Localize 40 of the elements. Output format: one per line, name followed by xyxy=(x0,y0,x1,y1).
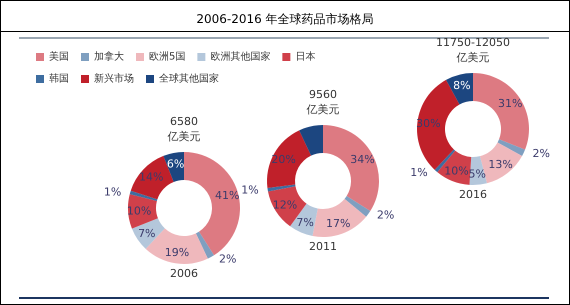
legend-label: 欧洲其他国家 xyxy=(210,50,270,62)
text: 11750-12050 xyxy=(436,36,510,49)
data-label: 1% xyxy=(104,185,122,198)
legend-label: 韩国 xyxy=(49,72,69,84)
data-label: 10% xyxy=(444,164,469,178)
chart-title: 2006-2016 年全球药品市场格局 xyxy=(196,12,374,26)
data-label: 7% xyxy=(296,216,314,229)
data-label: 1% xyxy=(410,166,428,180)
text: 亿美元 xyxy=(456,51,490,64)
data-label: 14% xyxy=(138,170,164,184)
data-label: 7% xyxy=(138,226,156,240)
data-label: 2% xyxy=(532,147,550,160)
data-label: 6% xyxy=(166,157,184,170)
legend-label: 日本 xyxy=(295,50,316,62)
data-label: 34% xyxy=(350,152,375,166)
data-label: 30% xyxy=(416,116,441,130)
legend-label: 加拿大 xyxy=(94,50,124,62)
data-label: 2% xyxy=(376,208,394,222)
text: 亿美元 xyxy=(306,103,340,116)
data-label: 31% xyxy=(498,97,522,110)
data-label: 41% xyxy=(214,188,240,202)
slice-label: 2016 xyxy=(459,188,487,201)
data-label: 2% xyxy=(218,252,236,266)
data-label: 8% xyxy=(453,78,471,92)
legend-label: 欧洲5国 xyxy=(149,50,186,62)
slice-label: 2006 xyxy=(170,267,198,280)
data-label: 17% xyxy=(326,216,350,230)
data-label: 10% xyxy=(126,204,152,218)
text: 9560 xyxy=(309,88,337,101)
legend-label: 全球其他国家 xyxy=(159,72,219,84)
data-label: 19% xyxy=(164,246,190,259)
text: 6580 xyxy=(170,115,198,128)
data-label: 12% xyxy=(272,198,298,212)
legend-label: 美国 xyxy=(49,50,69,62)
data-label: 20% xyxy=(271,152,296,166)
slice-label: 2011 xyxy=(309,240,337,253)
data-label: 13% xyxy=(488,158,513,172)
text: 亿美元 xyxy=(166,130,200,143)
data-label: 1% xyxy=(241,184,259,197)
legend-label: 新兴市场 xyxy=(94,72,134,84)
